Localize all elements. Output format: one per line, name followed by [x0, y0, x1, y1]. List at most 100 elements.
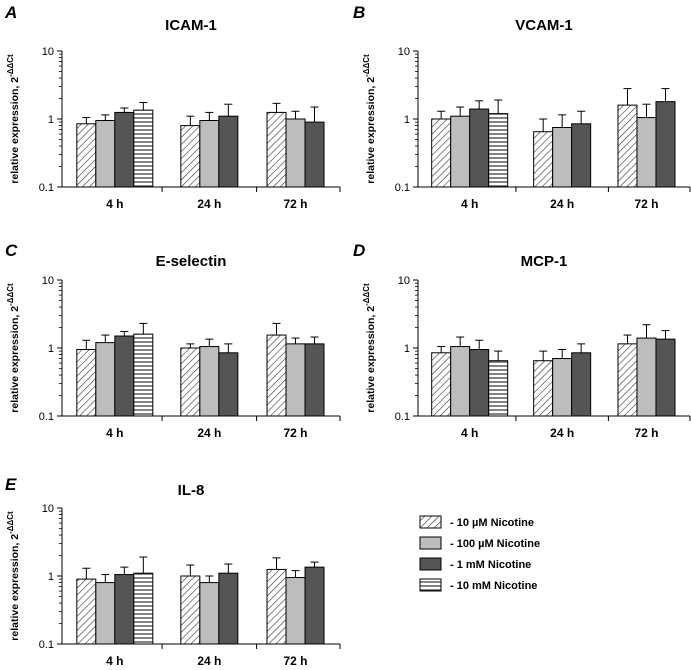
bar — [431, 352, 452, 417]
x-category-label: 72 h — [284, 654, 308, 668]
x-category-label: 4 h — [461, 426, 478, 440]
bar — [488, 360, 509, 417]
bar — [266, 334, 287, 417]
y-tick-label: 0.1 — [39, 639, 54, 651]
panel-title: IL-8 — [178, 482, 205, 499]
x-category-label: 4 h — [461, 197, 478, 211]
y-tick-label: 1 — [404, 343, 410, 355]
bar — [285, 343, 306, 417]
legend-label: - 1 mM Nicotine — [450, 559, 531, 571]
y-axis-label: relative expression, 2-ΔΔCt — [362, 283, 377, 413]
bar — [571, 123, 592, 188]
bar — [571, 352, 592, 417]
bar — [199, 346, 220, 417]
bar — [114, 111, 135, 188]
panel-a: A ICAM-1 relative expression, 2-ΔΔCt 10 1 0.1… — [4, 3, 341, 211]
panel-letter: E — [5, 475, 17, 494]
x-category-label: 72 h — [634, 197, 658, 211]
y-axis-label: relative expression, 2-ΔΔCt — [6, 54, 21, 184]
panels: A ICAM-1 relative expression, 2-ΔΔCt 10 1 0.1… — [4, 3, 691, 668]
legend-label: - 10 µM Nicotine — [450, 517, 534, 529]
bar — [655, 101, 676, 188]
bar — [199, 120, 220, 188]
y-axis-label: relative expression, 2-ΔΔCt — [6, 511, 21, 641]
bar — [285, 118, 306, 188]
legend-label: - 100 µM Nicotine — [450, 538, 540, 550]
bar — [218, 115, 239, 188]
y-tick-label: 0.1 — [39, 182, 54, 194]
panel-e: E IL-8 relative expression, 2-ΔΔCt 10 1 0.1 4 … — [5, 475, 341, 668]
legend: - 10 µM Nicotine - 100 µM Nicotine - 1 mM … — [419, 515, 540, 592]
x-category-label: 72 h — [634, 426, 658, 440]
bar — [76, 123, 97, 188]
bar — [552, 126, 573, 188]
bar — [304, 343, 325, 417]
y-tick-label: 1 — [404, 114, 410, 126]
bar — [114, 574, 135, 645]
bar — [533, 131, 554, 188]
panel-letter: B — [353, 3, 365, 22]
panel-title: ICAM-1 — [165, 17, 217, 34]
bar — [431, 118, 452, 188]
bar — [617, 343, 638, 417]
bar — [533, 360, 554, 417]
y-axis-label-superscript: -ΔΔCt — [6, 511, 15, 534]
x-category-label: 72 h — [284, 426, 308, 440]
legend-swatch — [419, 578, 442, 592]
bar — [218, 572, 239, 645]
panel-letter: A — [4, 3, 17, 22]
legend-swatch — [419, 557, 442, 571]
y-tick-label: 0.1 — [39, 411, 54, 423]
bar — [450, 115, 471, 188]
y-axis-label-superscript: -ΔΔCt — [362, 283, 371, 306]
bar — [636, 337, 657, 417]
bar — [133, 572, 154, 645]
legend-swatch — [419, 536, 442, 550]
y-axis-label-superscript: -ΔΔCt — [6, 283, 15, 306]
x-category-label: 24 h — [550, 426, 574, 440]
bar — [552, 358, 573, 417]
bar — [114, 335, 135, 417]
y-tick-label: 10 — [42, 503, 54, 515]
bar — [285, 577, 306, 645]
panel-title: E-selectin — [156, 253, 227, 270]
y-tick-label: 10 — [398, 46, 410, 58]
x-category-label: 4 h — [106, 654, 123, 668]
legend-swatch — [419, 515, 442, 529]
panel-b: B VCAM-1 relative expression, 2-ΔΔCt 10 1 0.1… — [353, 3, 691, 211]
x-category-label: 24 h — [197, 197, 221, 211]
legend-label: - 10 mM Nicotine — [450, 580, 537, 592]
x-category-label: 4 h — [106, 426, 123, 440]
x-category-label: 24 h — [197, 654, 221, 668]
panel-letter: D — [353, 241, 365, 260]
y-tick-label: 1 — [48, 343, 54, 355]
bar — [76, 349, 97, 417]
bar — [199, 582, 220, 645]
y-tick-label: 10 — [42, 275, 54, 287]
x-category-label: 24 h — [197, 426, 221, 440]
y-tick-label: 0.1 — [395, 182, 410, 194]
bar — [636, 117, 657, 188]
bar — [95, 342, 116, 417]
bar — [617, 104, 638, 188]
y-axis-label-superscript: -ΔΔCt — [362, 54, 371, 77]
bar — [655, 338, 676, 417]
y-tick-label: 10 — [42, 46, 54, 58]
y-axis-label-superscript: -ΔΔCt — [6, 54, 15, 77]
bar — [304, 566, 325, 645]
bar — [133, 333, 154, 417]
x-category-label: 72 h — [284, 197, 308, 211]
panel-letter: C — [5, 241, 18, 260]
bar — [180, 347, 201, 417]
y-axis-label: relative expression, 2-ΔΔCt — [6, 283, 21, 413]
panel-title: VCAM-1 — [515, 17, 573, 34]
y-tick-label: 1 — [48, 571, 54, 583]
y-axis-label: relative expression, 2-ΔΔCt — [362, 54, 377, 184]
y-tick-label: 1 — [48, 114, 54, 126]
bar — [469, 349, 490, 417]
bar — [450, 346, 471, 417]
y-tick-label: 10 — [398, 275, 410, 287]
bar — [180, 125, 201, 188]
